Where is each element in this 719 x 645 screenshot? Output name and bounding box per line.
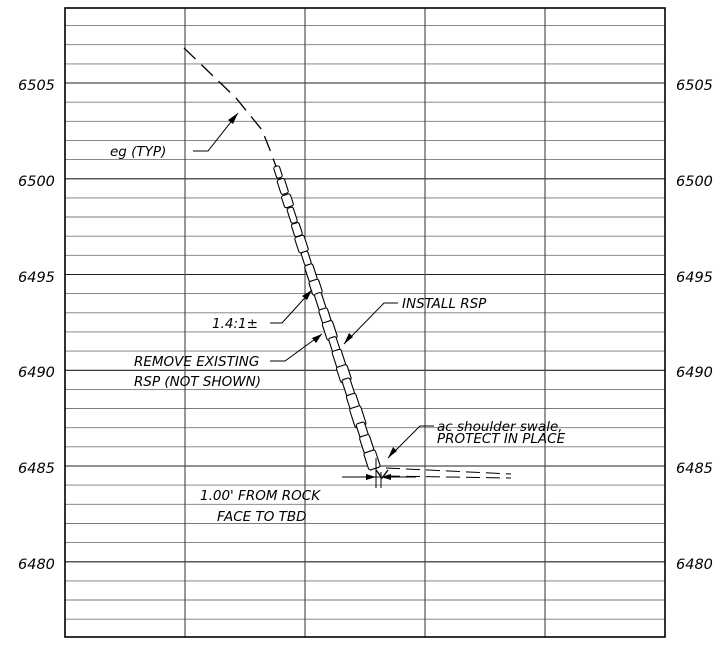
note-remove-existing-line1: REMOVE EXISTING [134, 354, 259, 370]
note-slope-ratio: 1.4:1± [212, 316, 258, 332]
grid [65, 8, 665, 637]
offset-dimension [342, 458, 416, 488]
note-offset-line2: FACE TO TBD [217, 509, 307, 525]
sheet-frame [64, 7, 666, 638]
elev-label-left-6505: 6505 [18, 78, 55, 94]
elev-label-left-6500: 6500 [18, 174, 55, 190]
swale-toe [375, 469, 389, 480]
elevation-labels-left: 6505 6500 6495 6490 6485 6480 [18, 78, 55, 573]
riprap-rock [273, 165, 283, 179]
leader-eg [193, 112, 239, 152]
riprap-rock [363, 449, 381, 471]
riprap-rock [294, 234, 309, 254]
leader-remove-rsp [270, 333, 323, 362]
riprap-rock [290, 222, 303, 238]
elevation-labels-right: 6505 6500 6495 6490 6485 6480 [676, 78, 713, 573]
note-swale-line1: ac shoulder swale, [437, 419, 563, 435]
note-swale-line2: PROTECT IN PLACE [437, 431, 566, 447]
swale-line-upper [385, 467, 512, 475]
leader-swale [387, 425, 434, 459]
riprap-slope [273, 165, 381, 471]
elev-label-right-6495: 6495 [676, 270, 713, 286]
elev-label-right-6480: 6480 [676, 557, 713, 573]
existing-ground-line [183, 47, 279, 173]
riprap-rock [281, 193, 294, 209]
elev-label-left-6485: 6485 [18, 461, 55, 477]
riprap-rock [286, 206, 298, 224]
elev-label-left-6495: 6495 [18, 270, 55, 286]
note-eg-typ: eg (TYP) [110, 144, 166, 160]
note-remove-existing-line2: RSP (NOT SHOWN) [134, 374, 261, 390]
ac-shoulder-swale [375, 467, 512, 480]
elev-label-right-6505: 6505 [676, 78, 713, 94]
elev-label-right-6485: 6485 [676, 461, 713, 477]
leader-install-rsp [343, 302, 398, 345]
riprap-rock [276, 177, 289, 195]
elev-label-right-6500: 6500 [676, 174, 713, 190]
swale-line-lower [385, 475, 512, 479]
elev-label-left-6490: 6490 [18, 365, 55, 381]
leader-slope [270, 289, 313, 324]
elev-label-right-6490: 6490 [676, 365, 713, 381]
note-offset-line1: 1.00' FROM ROCK [200, 488, 321, 504]
note-install-rsp: INSTALL RSP [402, 296, 487, 312]
elev-label-left-6480: 6480 [18, 557, 55, 573]
